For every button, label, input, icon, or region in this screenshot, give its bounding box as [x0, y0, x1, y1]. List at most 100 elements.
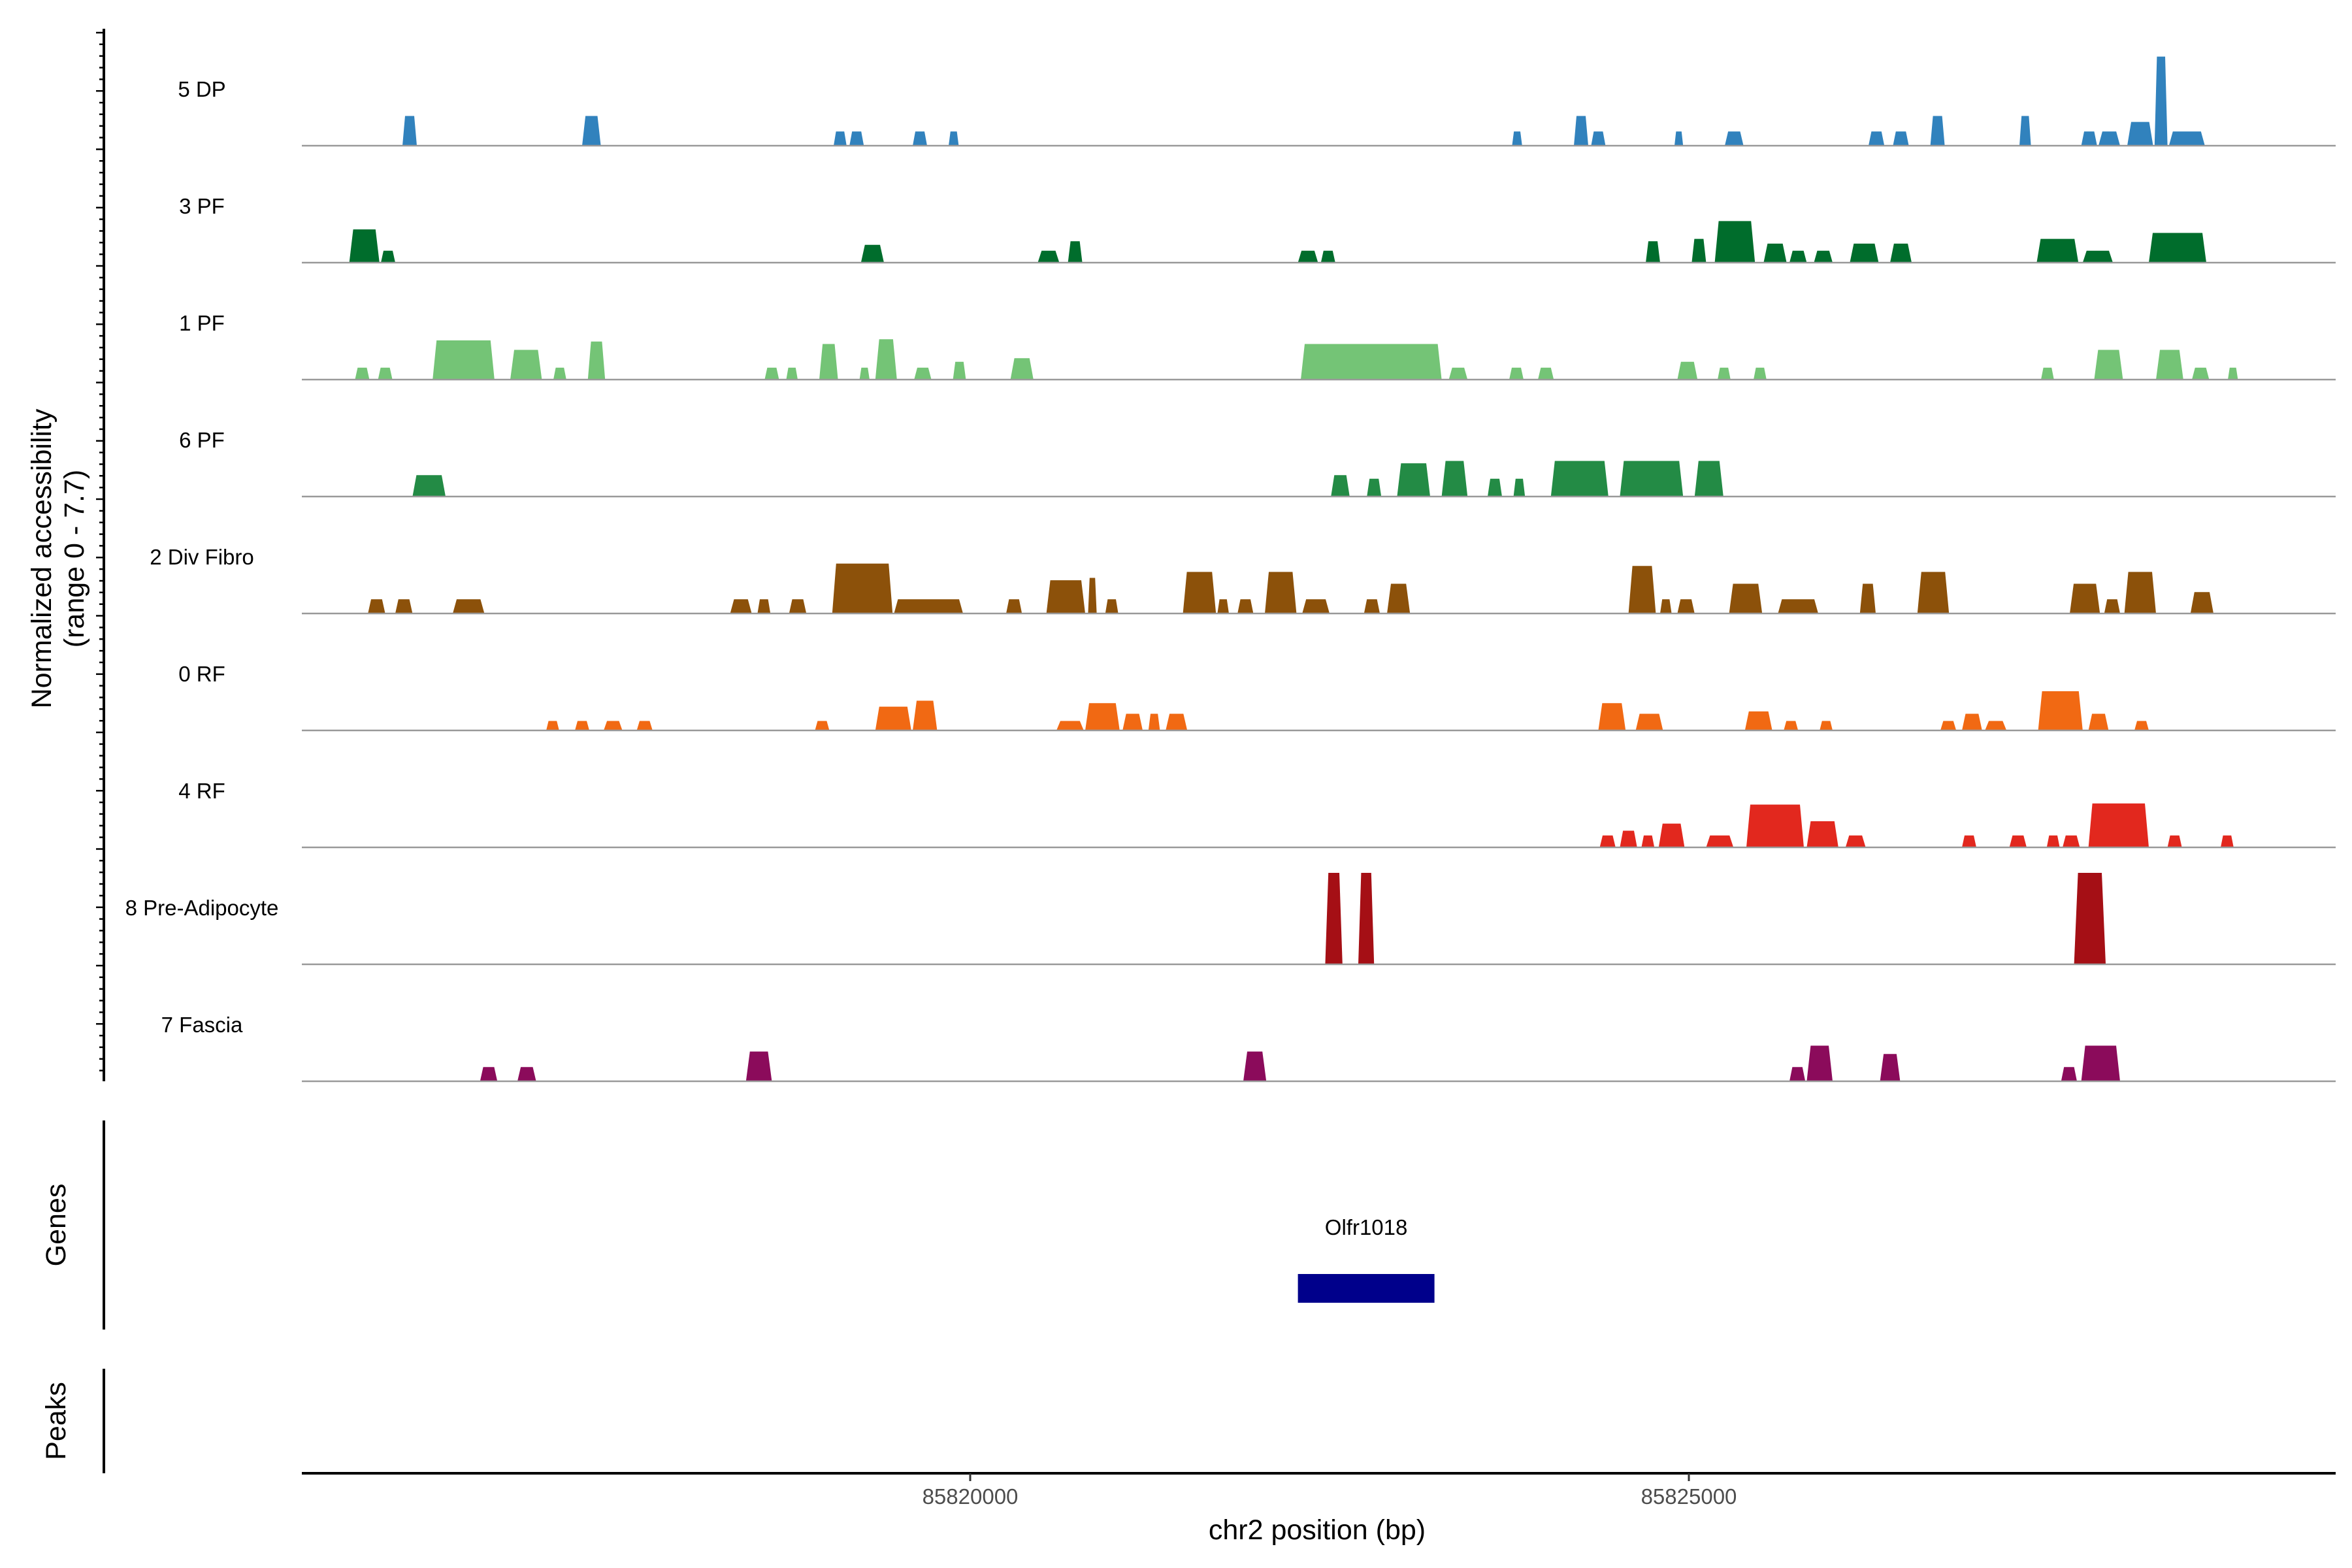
track-0-peak-18: [2154, 56, 2168, 146]
track-4-peak-10: [1088, 578, 1097, 613]
track-0-peak-12: [1893, 131, 1909, 146]
track-6-peak-12: [2088, 803, 2149, 847]
track-3-peak-2: [1367, 478, 1382, 497]
track-0-peak-19: [2168, 131, 2205, 146]
track-7-peak-2: [2074, 873, 2106, 964]
track-2-peak-17: [1538, 367, 1554, 380]
track-1-peak-14: [1890, 243, 1912, 263]
track-2-peak-13: [1010, 358, 1034, 380]
track-2-peak-3: [510, 350, 542, 380]
track-4-peak-22: [1729, 583, 1763, 613]
track-1-peak-13: [1850, 243, 1879, 263]
track-4-peak-25: [1917, 572, 1950, 613]
track-1-peak-8: [1691, 238, 1707, 263]
track-label-4: 2 Div Fibro: [150, 545, 254, 569]
track-5-peak-6: [913, 700, 938, 730]
track-0-peak-14: [2019, 116, 2031, 146]
track-1-peak-3: [1037, 250, 1060, 263]
track-4-peak-15: [1265, 572, 1297, 613]
track-0-peak-9: [1674, 131, 1684, 146]
track-label-2: 1 PF: [179, 311, 225, 335]
track-4: [302, 563, 2336, 615]
track-2-peak-18: [1677, 361, 1698, 380]
track-4-peak-28: [2124, 572, 2156, 613]
track-4-peak-14: [1237, 599, 1254, 613]
track-0-peak-17: [2127, 122, 2153, 146]
y-axis-title: Normalized accessibility: [26, 408, 57, 708]
track-5-peak-19: [1985, 721, 2007, 730]
track-8-peak-6: [1880, 1054, 1901, 1081]
track-3-peak-1: [1331, 475, 1350, 497]
track-2-peak-20: [1754, 367, 1767, 380]
track-label-0: 5 DP: [178, 77, 225, 101]
track-0-peak-11: [1869, 131, 1885, 146]
track-2-peak-6: [764, 367, 779, 380]
track-1-peak-6: [1320, 250, 1335, 263]
track-8-peak-1: [517, 1067, 536, 1081]
track-4-peak-5: [789, 599, 807, 613]
gene-0-body: [1298, 1274, 1435, 1303]
track-3: [302, 461, 2336, 498]
track-4-peak-11: [1105, 599, 1119, 613]
track-6-peak-6: [1806, 821, 1838, 847]
track-3-peak-4: [1441, 461, 1468, 497]
track-0-peak-4: [913, 131, 927, 146]
track-5-peak-18: [1962, 713, 1982, 730]
track-2-peak-25: [2228, 367, 2238, 380]
y-axis-range: (range 0 - 7.7): [59, 470, 90, 647]
track-8-peak-4: [1789, 1067, 1806, 1081]
track-6-peak-8: [1962, 835, 1976, 847]
track-5: [302, 691, 2336, 732]
track-6-peak-2: [1641, 835, 1655, 847]
track-2-peak-5: [587, 341, 606, 380]
track-8-peak-8: [2081, 1045, 2120, 1081]
track-5-peak-10: [1148, 713, 1160, 730]
genes-panel-label: Genes: [41, 1184, 72, 1267]
track-4-peak-18: [1387, 583, 1411, 613]
track-0-peak-13: [1930, 116, 1945, 146]
track-6-peak-14: [2221, 835, 2234, 847]
track-5-peak-3: [636, 721, 653, 730]
track-4-peak-27: [2104, 599, 2120, 613]
track-2-peak-15: [1448, 367, 1468, 380]
track-6-peak-9: [2009, 835, 2027, 847]
track-0-peak-2: [834, 131, 847, 146]
track-5-peak-0: [546, 721, 559, 730]
track-2-peak-16: [1509, 367, 1524, 380]
x-tick-label-1: 85825000: [1641, 1484, 1737, 1509]
track-4-peak-1: [395, 599, 413, 613]
track-4-peak-9: [1046, 580, 1085, 613]
gene-0-label: Olfr1018: [1325, 1215, 1408, 1239]
track-5-peak-22: [2134, 721, 2149, 730]
track-5-peak-7: [1056, 721, 1084, 730]
track-0-peak-0: [402, 116, 417, 146]
track-3-peak-7: [1550, 461, 1609, 497]
track-0-peak-1: [582, 116, 601, 146]
track-4-peak-19: [1628, 566, 1656, 613]
track-2-peak-1: [378, 367, 393, 380]
track-4-peak-8: [1006, 599, 1022, 613]
track-6-peak-0: [1599, 835, 1616, 847]
track-3-peak-5: [1488, 478, 1502, 497]
track-4-peak-24: [1859, 583, 1876, 613]
track-1-peak-1: [381, 250, 395, 263]
track-label-6: 4 RF: [178, 779, 225, 803]
track-6-peak-10: [2046, 835, 2060, 847]
track-0-peak-3: [849, 131, 864, 146]
track-8-peak-2: [745, 1051, 772, 1081]
track-4-peak-7: [894, 599, 963, 613]
track-1: [302, 221, 2336, 264]
x-axis-ticks: 85820000 85825000: [923, 1473, 1737, 1509]
track-6: [302, 803, 2336, 849]
track-2-peak-9: [859, 367, 870, 380]
track-6-peak-4: [1706, 835, 1734, 847]
track-4-peak-16: [1302, 599, 1330, 613]
track-5-peak-5: [875, 706, 911, 730]
track-2-peak-7: [786, 367, 798, 380]
track-6-peak-11: [2063, 835, 2080, 847]
track-5-peak-12: [1598, 703, 1626, 730]
track-4-peak-29: [2190, 592, 2213, 613]
track-5-peak-16: [1820, 721, 1833, 730]
track-0-peak-5: [949, 131, 959, 146]
